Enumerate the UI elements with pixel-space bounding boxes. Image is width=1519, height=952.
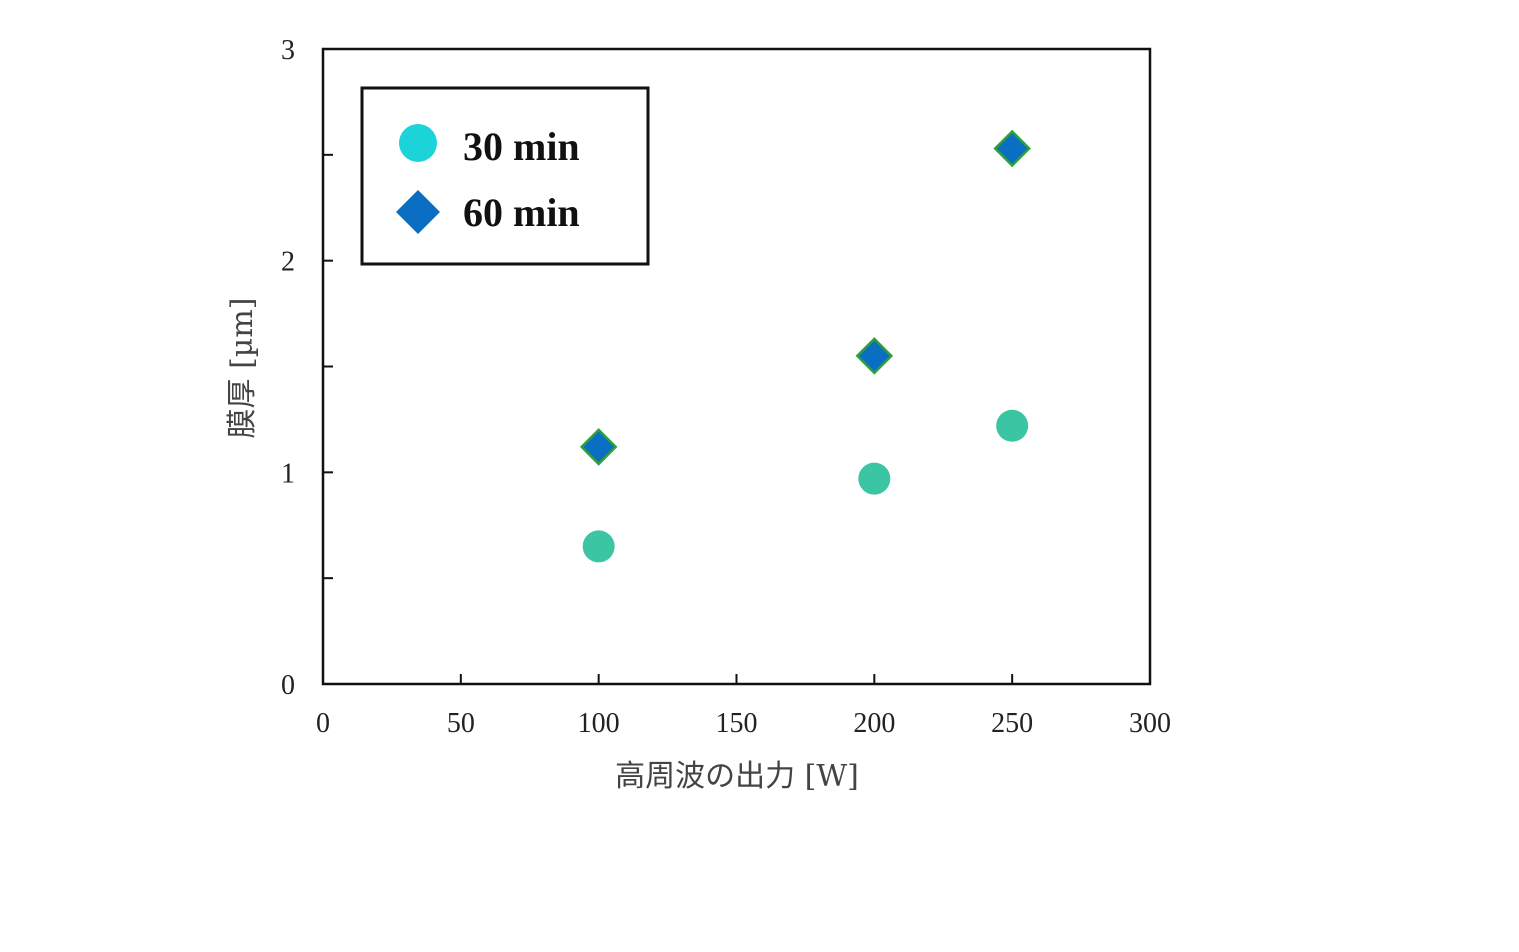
legend: 30 min 60 min bbox=[360, 86, 650, 266]
y-axis-title: 膜厚 [µm] bbox=[225, 298, 260, 439]
legend-box bbox=[360, 86, 650, 266]
legend-marker-diamond bbox=[396, 190, 440, 234]
data-point-diamond bbox=[579, 428, 618, 466]
data-point-diamond bbox=[993, 129, 1031, 168]
x-tick-label: 300 bbox=[1129, 708, 1171, 739]
legend-marker-circle bbox=[399, 124, 437, 162]
series-1 bbox=[582, 409, 1029, 563]
y-tick-label: 0 bbox=[281, 670, 295, 701]
data-point-diamond bbox=[855, 337, 894, 375]
x-tick-label: 100 bbox=[578, 708, 620, 739]
x-tick-label: 200 bbox=[853, 708, 895, 739]
y-tick-label: 3 bbox=[281, 35, 295, 66]
x-tick-label: 250 bbox=[991, 708, 1033, 739]
x-tick-label: 150 bbox=[716, 708, 758, 739]
y-tick-label: 2 bbox=[281, 247, 295, 278]
x-tick-label: 0 bbox=[316, 708, 330, 739]
series-2 bbox=[579, 129, 1031, 466]
y-tick-label: 1 bbox=[281, 458, 295, 489]
legend-label: 30 min bbox=[463, 124, 580, 169]
data-point-circle bbox=[858, 462, 891, 495]
data-point-circle bbox=[582, 530, 615, 563]
legend-label: 60 min bbox=[463, 190, 580, 235]
axes-layer: 0 50 100 150 200 250 300 0 1 2 3 高周波の出力 [W] 膜厚 [µm] bbox=[225, 35, 1171, 794]
x-tick-label: 50 bbox=[447, 708, 475, 739]
x-axis-title: 高周波の出力 [W] bbox=[615, 759, 859, 794]
data-marks bbox=[579, 129, 1031, 563]
data-point-circle bbox=[996, 409, 1029, 442]
